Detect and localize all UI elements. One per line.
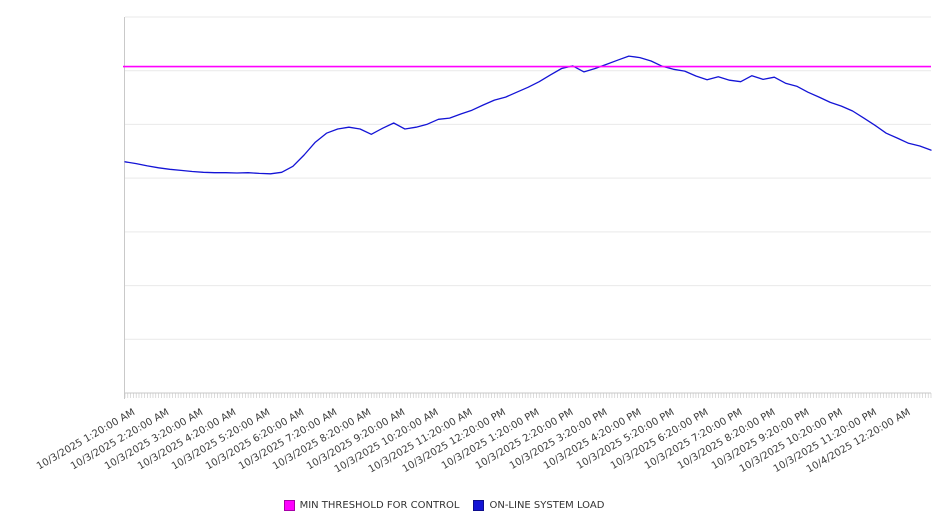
- threshold-swatch: [283, 500, 295, 511]
- legend-item-threshold[interactable]: MIN THRESHOLD FOR CONTROL: [283, 500, 460, 511]
- legend: MIN THRESHOLD FOR CONTROL ON-LINE SYSTEM…: [0, 500, 946, 511]
- legend-item-load[interactable]: ON-LINE SYSTEM LOAD: [473, 500, 604, 511]
- legend-label-threshold: MIN THRESHOLD FOR CONTROL: [299, 500, 460, 511]
- load-swatch: [473, 500, 485, 511]
- legend-label-load: ON-LINE SYSTEM LOAD: [489, 500, 605, 511]
